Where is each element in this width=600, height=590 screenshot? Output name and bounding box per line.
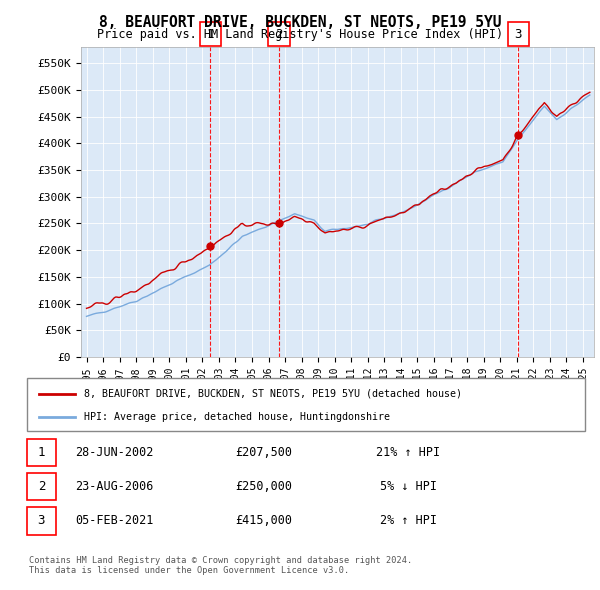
Point <box>35 414 43 421</box>
Bar <box>508 22 529 46</box>
Bar <box>27 378 585 431</box>
Bar <box>200 22 221 46</box>
Bar <box>27 473 56 500</box>
Point <box>71 390 79 397</box>
Text: 2% ↑ HPI: 2% ↑ HPI <box>380 514 437 527</box>
Bar <box>268 22 290 46</box>
Text: 8, BEAUFORT DRIVE, BUCKDEN, ST NEOTS, PE19 5YU (detached house): 8, BEAUFORT DRIVE, BUCKDEN, ST NEOTS, PE… <box>84 389 462 398</box>
Text: 5% ↓ HPI: 5% ↓ HPI <box>380 480 437 493</box>
Text: 28-JUN-2002: 28-JUN-2002 <box>75 446 153 459</box>
Text: Contains HM Land Registry data © Crown copyright and database right 2024.
This d: Contains HM Land Registry data © Crown c… <box>29 556 412 575</box>
Text: 05-FEB-2021: 05-FEB-2021 <box>75 514 153 527</box>
Text: 23-AUG-2006: 23-AUG-2006 <box>75 480 153 493</box>
Text: £415,000: £415,000 <box>235 514 293 527</box>
Text: 2: 2 <box>275 28 283 41</box>
Text: 8, BEAUFORT DRIVE, BUCKDEN, ST NEOTS, PE19 5YU: 8, BEAUFORT DRIVE, BUCKDEN, ST NEOTS, PE… <box>99 15 501 30</box>
Text: Price paid vs. HM Land Registry's House Price Index (HPI): Price paid vs. HM Land Registry's House … <box>97 28 503 41</box>
Text: 1: 1 <box>38 446 45 459</box>
Text: 3: 3 <box>515 28 522 41</box>
Text: 2: 2 <box>38 480 45 493</box>
Text: 3: 3 <box>38 514 45 527</box>
Bar <box>27 507 56 535</box>
Text: 1: 1 <box>206 28 214 41</box>
Bar <box>27 439 56 466</box>
Text: £207,500: £207,500 <box>235 446 293 459</box>
Point <box>71 414 79 421</box>
Point <box>35 390 43 397</box>
Text: 21% ↑ HPI: 21% ↑ HPI <box>376 446 440 459</box>
Text: HPI: Average price, detached house, Huntingdonshire: HPI: Average price, detached house, Hunt… <box>84 412 390 422</box>
Text: £250,000: £250,000 <box>235 480 293 493</box>
